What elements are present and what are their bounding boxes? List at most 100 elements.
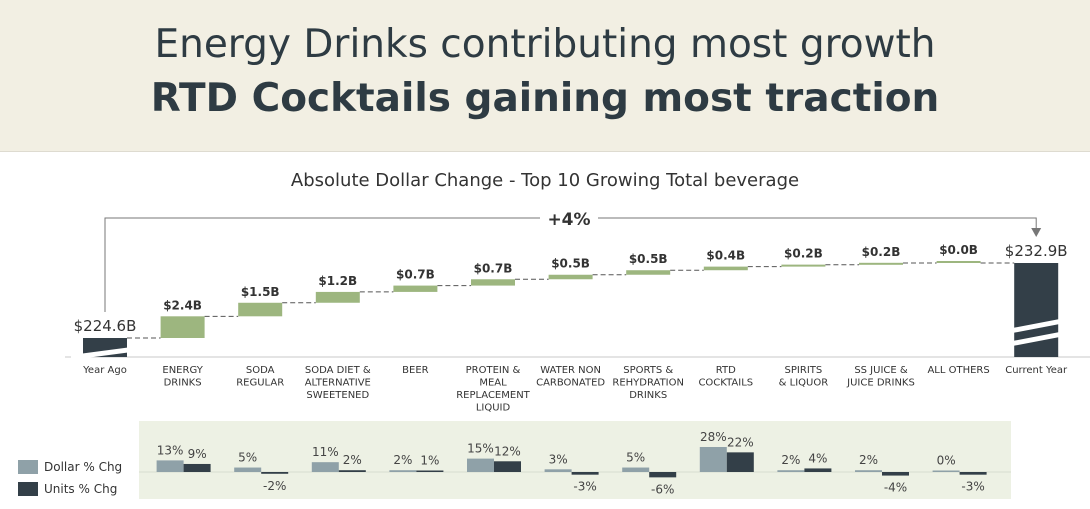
bar-step [626,270,671,275]
bar-dollar-pct [699,447,727,472]
bar-step [238,302,283,317]
category-label: ENERGY [162,365,203,376]
legend-swatch-units [18,482,38,496]
bar-step [315,291,360,303]
value-label-step: $0.7B [396,268,435,282]
bar-units-pct [726,452,754,472]
bar-dollar-pct [932,470,960,472]
label-dollar-pct: 15% [467,442,494,456]
category-label: SODA DIET & [305,365,371,376]
axis-break-current-year-1 [1002,317,1071,335]
bar-units-pct [183,463,211,472]
legend-item-units: Units % Chg [18,478,122,500]
bar-dollar-pct [389,470,417,472]
label-dollar-pct: 5% [238,451,257,465]
bar-dollar-pct [777,470,805,472]
value-label-step: $0.7B [474,261,513,275]
legend-item-dollar: Dollar % Chg [18,456,122,478]
category-label: ALTERNATIVE [305,378,371,389]
value-label-step: $0.0B [939,243,978,257]
value-label-step: $0.2B [862,245,901,259]
title-line-1: Energy Drinks contributing most growth [154,22,936,67]
bar-dollar-pct [467,458,494,472]
category-label: JUICE DRINKS [846,378,915,389]
category-label: DRINKS [629,390,667,401]
label-units-pct: -3% [573,480,596,494]
growth-bracket-left [104,217,540,312]
bar-units-pct [959,472,987,475]
label-dollar-pct: 2% [859,453,878,467]
label-dollar-pct: 11% [312,445,339,459]
category-label: MEAL [479,378,507,389]
label-dollar-pct: 2% [393,453,412,467]
category-label: SPORTS & [623,365,673,376]
value-label-step: $2.4B [163,298,202,312]
title-line-2: RTD Cocktails gaining most traction [150,76,940,121]
label-units-pct: 22% [727,435,754,449]
bar-dollar-pct [622,467,650,472]
bar-step [548,274,593,280]
label-units-pct: -4% [884,481,907,495]
category-label: COCKTAILS [698,378,753,389]
value-label-step: $0.2B [784,247,823,261]
label-units-pct: -6% [651,482,674,496]
category-label: SS JUICE & [854,365,908,376]
label-dollar-pct: 2% [781,453,800,467]
bar-dollar-pct [311,462,339,472]
value-label-step: $0.5B [629,252,668,266]
label-dollar-pct: 28% [700,430,727,444]
label-dollar-pct: 13% [157,443,184,457]
value-label-current-year: $232.9B [1005,242,1068,260]
label-units-pct: 12% [494,444,521,458]
label-dollar-pct: 5% [626,451,645,465]
axis-break-year-ago [71,346,139,360]
bar-dollar-pct [234,467,262,472]
bar-units-pct [649,472,677,478]
label-dollar-pct: 3% [549,452,568,466]
bar-step [703,266,748,271]
category-label: REGULAR [236,378,284,389]
axis-break-current-year-2 [1002,330,1071,348]
legend-label-units: Units % Chg [44,482,118,496]
label-units-pct: 2% [343,453,362,467]
category-label: & LIQUOR [779,378,829,389]
growth-bracket-right [598,217,1037,228]
bar-step [781,264,826,267]
bar-units-pct [494,461,521,472]
chart-title: Absolute Dollar Change - Top 10 Growing … [290,170,800,191]
value-label-year-ago: $224.6B [74,317,137,335]
category-label: SODA [246,365,275,376]
category-label: WATER NON [540,365,601,376]
category-label: REPLACEMENT [456,390,530,401]
growth-arrow-head [1031,228,1042,237]
value-label-step: $1.5B [241,285,280,299]
bar-dollar-pct [156,460,184,472]
category-label: REHYDRATION [612,378,684,389]
legend-label-dollar: Dollar % Chg [44,460,123,474]
category-label: SWEETENED [306,390,369,401]
label-units-pct: 1% [420,454,439,468]
label-units-pct: 9% [188,447,207,461]
category-label: DRINKS [164,378,202,389]
bar-step [160,316,205,338]
category-label: SPIRITS [785,365,823,376]
legend-swatch-dollar [18,460,38,474]
value-label-step: $0.4B [706,249,745,263]
header-banner: Energy Drinks contributing most growth R… [0,0,1090,152]
bar-step [393,285,438,292]
value-label-step: $1.2B [318,274,357,288]
bar-dollar-pct [544,469,572,472]
label-units-pct: -2% [263,479,286,493]
growth-label: +4% [547,210,590,230]
category-label-current-year: Current Year [1005,365,1068,376]
bar-step [936,261,981,263]
bar-units-pct [338,470,366,472]
bar-units-pct [882,472,909,476]
bar-step [859,262,903,265]
legend: Dollar % Chg Units % Chg [18,456,122,500]
label-dollar-pct: 0% [937,454,956,468]
label-units-pct: -3% [961,480,984,494]
bar-units-pct [416,470,444,472]
category-label: PROTEIN & [466,365,521,376]
